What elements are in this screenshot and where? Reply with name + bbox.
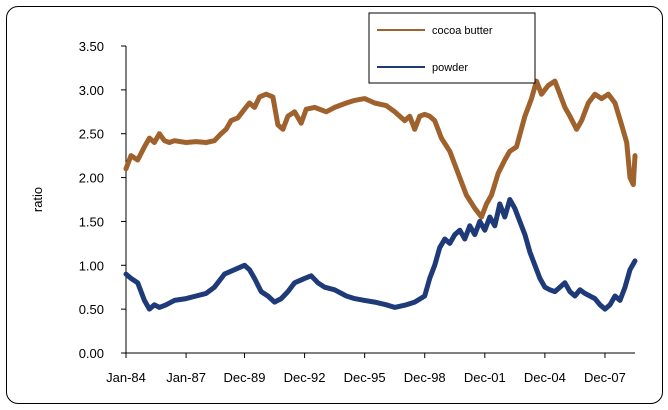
chart-frame [6,6,663,404]
x-tick-label: Jan-87 [166,370,206,385]
y-tick-label: 2.50 [79,127,104,142]
x-tick-label: Dec-89 [224,370,266,385]
y-tick-label: 0.50 [79,302,104,317]
y-tick-label: 0.00 [79,346,104,361]
y-tick-label: 2.00 [79,171,104,186]
y-tick-label: 1.50 [79,214,104,229]
series-line-powder [123,197,638,312]
y-tick-label: 1.00 [79,258,104,273]
series-line-cocoa-butter [123,78,638,220]
x-tick-label: Dec-04 [524,370,566,385]
x-tick-label: Dec-92 [284,370,326,385]
legend-label: powder [432,62,468,74]
x-tick-label: Dec-01 [464,370,506,385]
legend-box [368,12,536,84]
x-tick-label: Jan-84 [106,370,146,385]
legend-label: cocoa butter [432,25,493,37]
x-tick-label: Dec-95 [344,370,386,385]
y-axis-title: ratio [30,187,45,212]
x-tick-label: Dec-98 [404,370,446,385]
y-tick-label: 3.50 [79,39,104,54]
y-tick-label: 3.00 [79,83,104,98]
x-tick-label: Dec-07 [584,370,626,385]
